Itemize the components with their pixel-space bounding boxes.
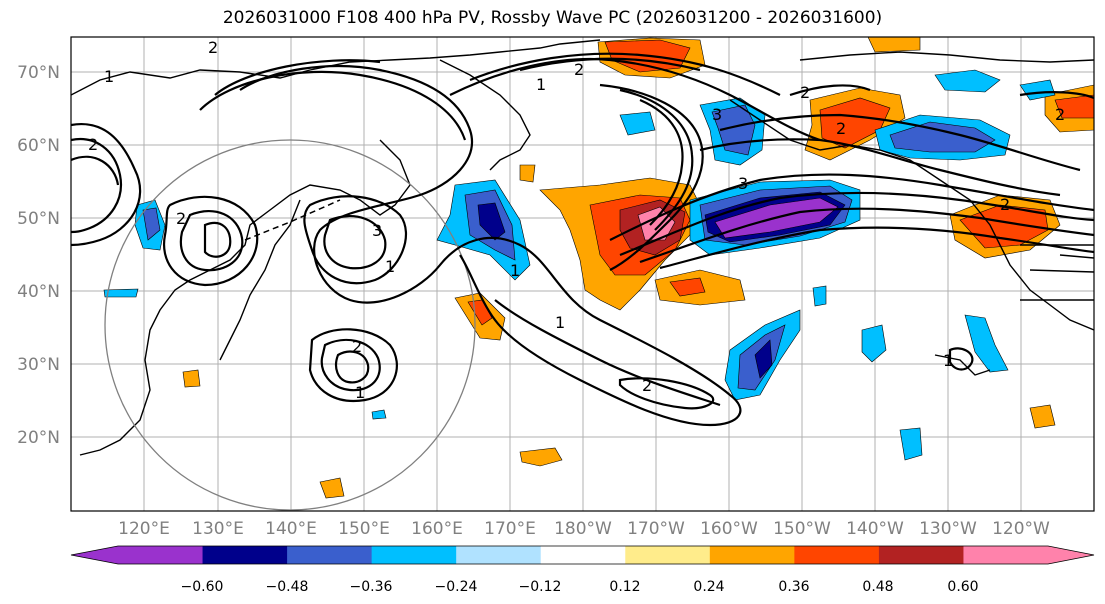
lon-label: 180°W xyxy=(554,519,612,539)
colorbar-tick-label: −0.60 xyxy=(181,579,224,595)
colorbar-segment xyxy=(118,546,204,564)
contour-label: 1 xyxy=(555,313,565,332)
contour-label: 1 xyxy=(536,75,546,94)
lon-label: 130°E xyxy=(192,519,244,539)
lon-label: 120°E xyxy=(118,519,170,539)
colorbar-tick-label: −0.12 xyxy=(519,579,562,595)
contour-label: 2 xyxy=(1055,105,1065,124)
anomaly-positive xyxy=(637,206,676,241)
anomaly-negative xyxy=(889,121,996,153)
colorbar-segment xyxy=(963,546,1049,564)
colorbar-extend-low xyxy=(71,546,118,564)
anomaly-negative xyxy=(371,409,387,420)
contour-label: 1 xyxy=(104,67,114,86)
anomaly-negative xyxy=(899,427,923,461)
contour-label: 1 xyxy=(385,257,395,276)
longitude-axis: 120°E 130°E 140°E 150°E 160°E 170°E 180°… xyxy=(118,519,1050,539)
contour-label: 3 xyxy=(372,221,382,240)
anomaly-positive xyxy=(1029,404,1056,429)
anomaly-positive xyxy=(519,164,536,183)
contour-label: 2 xyxy=(1000,195,1010,214)
anomaly-positive xyxy=(319,477,345,499)
colorbar-tick-label: 0.24 xyxy=(693,579,724,595)
anomaly-positive xyxy=(867,37,921,53)
map-title: 2026031000 F108 400 hPa PV, Rossby Wave … xyxy=(222,8,883,28)
anomaly-negative xyxy=(812,285,827,307)
contour-label: 2 xyxy=(642,376,652,395)
anomaly-negative xyxy=(477,202,506,241)
anomaly-positive xyxy=(1054,94,1094,119)
contour-label: 1 xyxy=(355,383,365,402)
colorbar-tick-label: 0.60 xyxy=(947,579,978,595)
contour-label: 1 xyxy=(943,351,953,370)
coastlines xyxy=(71,39,1094,456)
colorbar-segment xyxy=(371,546,457,564)
colorbar-extend-high xyxy=(1048,546,1094,564)
lon-label: 130°W xyxy=(919,519,977,539)
contour-label: 1 xyxy=(510,261,520,280)
contour-label: 3 xyxy=(738,174,748,193)
colorbar-segment xyxy=(456,546,542,564)
anomaly-negative xyxy=(619,111,656,136)
anomaly-positive xyxy=(182,369,201,388)
dashed-contour xyxy=(244,199,341,241)
anomaly-negative xyxy=(103,288,139,298)
colorbar-segment xyxy=(540,546,626,564)
lat-label: 30°N xyxy=(17,355,60,375)
colorbar-segment xyxy=(202,546,288,564)
colorbar-tick-label: −0.36 xyxy=(350,579,393,595)
anomaly-negative xyxy=(861,324,887,363)
anomaly-negative xyxy=(754,339,773,379)
colorbar-segment xyxy=(878,546,964,564)
colorbar-tick-label: 0.48 xyxy=(862,579,893,595)
lon-label: 140°E xyxy=(265,519,317,539)
lon-label: 120°W xyxy=(992,519,1050,539)
lat-label: 20°N xyxy=(17,428,60,448)
anomaly-negative xyxy=(142,207,161,241)
lat-label: 60°N xyxy=(17,136,60,156)
lon-label: 170°E xyxy=(484,519,536,539)
colorbar-segment xyxy=(287,546,373,564)
contour-label: 2 xyxy=(800,83,810,102)
lon-label: 160°E xyxy=(411,519,463,539)
lon-label: 170°W xyxy=(627,519,685,539)
lat-label: 40°N xyxy=(17,282,60,302)
colorbar-tick-label: −0.48 xyxy=(266,579,309,595)
contour-label: 2 xyxy=(176,209,186,228)
colorbar-tick-label: −0.24 xyxy=(435,579,478,595)
lat-label: 70°N xyxy=(17,63,60,83)
colorbar-ticks: −0.60 −0.48 −0.36 −0.24 −0.12 0.12 0.24 … xyxy=(181,579,979,595)
lon-label: 150°E xyxy=(338,519,390,539)
contour-label-group: 1 2 2 2 3 1 2 1 1 1 2 1 2 3 3 2 2 2 2 1 xyxy=(88,38,1065,402)
lon-label: 150°W xyxy=(773,519,831,539)
anomaly-positive xyxy=(669,277,706,297)
anomaly-negative xyxy=(934,69,1001,93)
pv-contours xyxy=(71,52,1094,427)
lat-label: 50°N xyxy=(17,209,60,229)
colorbar-tick-label: 0.12 xyxy=(609,579,640,595)
colorbar-segment xyxy=(794,546,880,564)
lon-label: 140°W xyxy=(846,519,904,539)
contour-label: 2 xyxy=(88,135,98,154)
colorbar-segment xyxy=(709,546,795,564)
latitude-axis: 70°N 60°N 50°N 40°N 30°N 20°N xyxy=(17,63,60,448)
reference-circle xyxy=(104,139,476,511)
anomaly-positive xyxy=(519,447,563,467)
colorbar-segment xyxy=(625,546,711,564)
colorbar xyxy=(70,545,1095,565)
contour-label: 2 xyxy=(352,337,362,356)
contour-label: 2 xyxy=(574,60,584,79)
colorbar-tick-label: 0.36 xyxy=(778,579,809,595)
contour-label: 2 xyxy=(836,119,846,138)
map-border xyxy=(70,36,1095,512)
contour-label: 3 xyxy=(712,105,722,124)
anomaly-negative xyxy=(964,314,1009,373)
colorbar-outline xyxy=(70,545,1095,565)
contour-label: 2 xyxy=(208,38,218,57)
gridlines xyxy=(71,37,1094,511)
lon-label: 160°W xyxy=(700,519,758,539)
